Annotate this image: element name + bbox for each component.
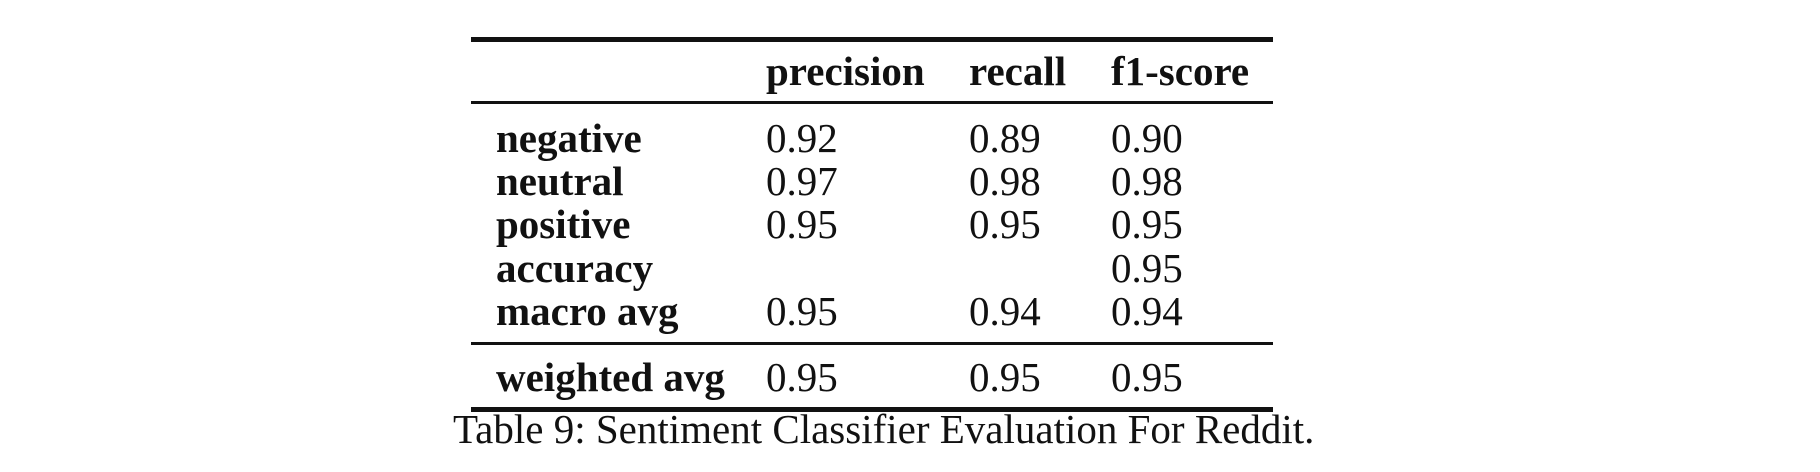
cell-positive-precision: 0.95 [766,201,838,247]
table-bottom-rule [471,407,1273,412]
row-label-macro-avg: macro avg [496,288,679,334]
cell-macro-avg-precision: 0.95 [766,288,838,334]
row-label-positive: positive [496,201,631,247]
cell-weighted-avg-recall: 0.95 [969,354,1041,400]
cell-weighted-avg-f1: 0.95 [1111,354,1183,400]
header-recall: recall [969,48,1067,94]
cell-negative-precision: 0.92 [766,115,838,161]
header-f1-score: f1-score [1111,48,1250,94]
table-mid-rule [471,342,1273,345]
cell-macro-avg-recall: 0.94 [969,288,1041,334]
row-label-negative: negative [496,115,642,161]
row-label-weighted-avg: weighted avg [496,354,725,400]
cell-neutral-recall: 0.98 [969,158,1041,204]
cell-negative-recall: 0.89 [969,115,1041,161]
table-top-rule [471,37,1273,42]
row-label-accuracy: accuracy [496,245,654,291]
cell-negative-f1: 0.90 [1111,115,1183,161]
header-precision: precision [766,48,925,94]
cell-positive-recall: 0.95 [969,201,1041,247]
row-label-neutral: neutral [496,158,624,204]
cell-weighted-avg-precision: 0.95 [766,354,838,400]
cell-neutral-precision: 0.97 [766,158,838,204]
cell-neutral-f1: 0.98 [1111,158,1183,204]
cell-positive-f1: 0.95 [1111,201,1183,247]
table-header-rule [471,101,1273,104]
cell-macro-avg-f1: 0.94 [1111,288,1183,334]
table-caption: Table 9: Sentiment Classifier Evaluation… [453,406,1315,452]
cell-accuracy-f1: 0.95 [1111,245,1183,291]
